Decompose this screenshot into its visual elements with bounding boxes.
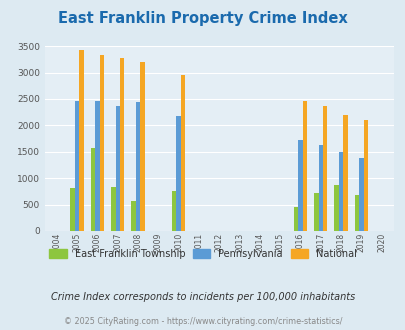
Bar	[75, 101, 79, 231]
Bar	[135, 102, 140, 231]
Bar	[115, 106, 120, 231]
Bar	[322, 106, 326, 231]
Bar	[131, 201, 135, 231]
Bar	[172, 191, 176, 231]
Bar	[358, 158, 363, 231]
Bar	[302, 101, 307, 231]
Bar	[79, 50, 83, 231]
Bar	[95, 101, 100, 231]
Bar	[333, 185, 338, 231]
Bar	[111, 187, 115, 231]
Bar	[313, 193, 318, 231]
Bar	[91, 148, 95, 231]
Text: East Franklin Property Crime Index: East Franklin Property Crime Index	[58, 11, 347, 26]
Bar	[342, 115, 347, 231]
Bar	[363, 119, 367, 231]
Bar	[70, 188, 75, 231]
Bar	[298, 140, 302, 231]
Bar	[176, 116, 181, 231]
Bar	[318, 145, 322, 231]
Bar	[338, 152, 343, 231]
Bar	[354, 195, 358, 231]
Text: © 2025 CityRating.com - https://www.cityrating.com/crime-statistics/: © 2025 CityRating.com - https://www.city…	[64, 317, 341, 326]
Bar	[140, 61, 144, 231]
Bar	[181, 75, 185, 231]
Bar	[100, 55, 104, 231]
Text: Crime Index corresponds to incidents per 100,000 inhabitants: Crime Index corresponds to incidents per…	[51, 292, 354, 302]
Bar	[120, 58, 124, 231]
Bar	[293, 207, 297, 231]
Legend: East Franklin Township, Pennsylvania, National: East Franklin Township, Pennsylvania, Na…	[45, 245, 360, 262]
